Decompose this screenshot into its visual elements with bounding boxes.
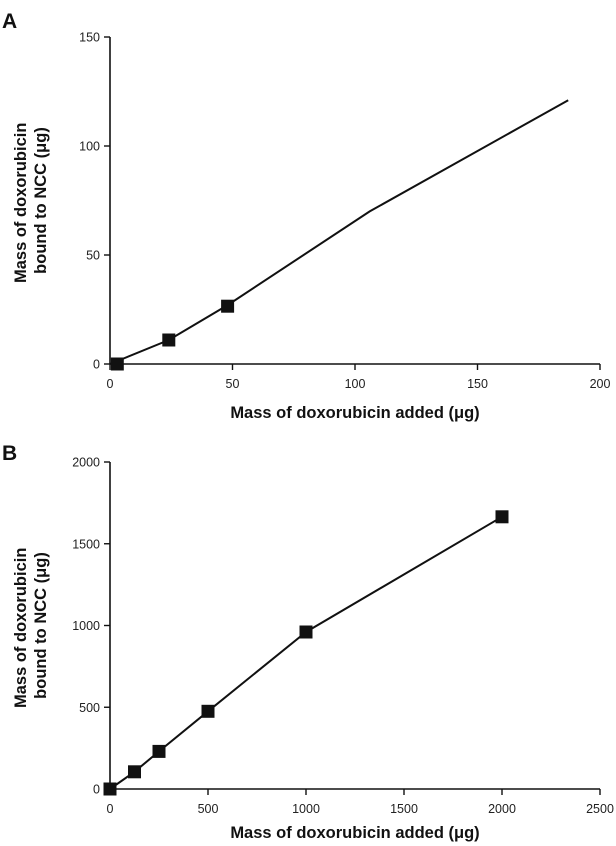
- data-point-marker: [299, 625, 313, 639]
- data-point-marker: [103, 782, 117, 796]
- y-tick-label: 500: [79, 701, 100, 715]
- y-axis-title-line-2: bound to NCC (μg): [32, 552, 50, 699]
- y-tick-label: 0: [93, 783, 100, 797]
- y-axis-title-line-2: bound to NCC (μg): [32, 127, 50, 274]
- panel-label-b: B: [2, 442, 17, 465]
- y-tick-label: 0: [93, 358, 100, 372]
- data-point-marker: [221, 299, 235, 313]
- y-tick-label: 2000: [72, 456, 100, 470]
- data-point-marker: [152, 744, 166, 758]
- y-tick-label: 50: [86, 249, 100, 263]
- x-tick-label: 0: [107, 802, 114, 816]
- x-tick-label: 1000: [292, 802, 320, 816]
- y-axis-title-line-1: Mass of doxorubicin: [12, 548, 30, 708]
- data-point-marker: [110, 357, 124, 371]
- x-tick-label: 150: [467, 377, 488, 391]
- y-tick-label: 100: [79, 140, 100, 154]
- data-point-marker: [495, 510, 509, 524]
- x-axis-ticks: 0 50 100 150 200: [107, 364, 611, 391]
- y-axis-title: Mass of doxorubicin bound to NCC (μg): [12, 118, 50, 283]
- data-point-marker: [128, 765, 141, 779]
- data-point-marker: [201, 704, 215, 718]
- x-axis-ticks: 0 500 1000 1500 2000 2500: [107, 789, 614, 816]
- x-tick-label: 0: [107, 377, 114, 391]
- series-line: [109, 99, 569, 365]
- chart-panel-a: A 0 50 100 150 200 0 50 100 150 Mass of doxorub…: [2, 10, 610, 422]
- x-tick-label: 2000: [488, 802, 516, 816]
- x-tick-label: 100: [345, 377, 366, 391]
- x-tick-label: 1500: [390, 802, 418, 816]
- y-tick-label: 1000: [72, 619, 100, 633]
- x-tick-label: 2500: [586, 802, 614, 816]
- chart-panel-b: B 0 500 1000 1500 2000 2500 0500100015002000 …: [2, 442, 614, 842]
- series-markers: [103, 510, 509, 796]
- series-line: [109, 515, 503, 790]
- x-axis-title: Mass of doxorubicin added (μg): [230, 404, 479, 422]
- x-tick-label: 50: [226, 377, 240, 391]
- y-axis-title-line-1: Mass of doxorubicin: [12, 123, 30, 283]
- series-markers: [110, 299, 235, 371]
- y-axis-title: Mass of doxorubicin bound to NCC (μg): [12, 543, 50, 708]
- panel-label-a: A: [2, 10, 17, 33]
- y-tick-label: 1500: [72, 537, 100, 551]
- x-tick-label: 200: [590, 377, 611, 391]
- x-axis-title: Mass of doxorubicin added (μg): [230, 824, 479, 842]
- y-axis-ticks: 0 500 1000 1500 2000: [72, 456, 110, 797]
- y-tick-label: 150: [79, 31, 100, 45]
- y-axis-ticks: 0 50 100 150: [79, 31, 110, 372]
- x-tick-label: 500: [198, 802, 219, 816]
- data-point-marker: [162, 333, 176, 347]
